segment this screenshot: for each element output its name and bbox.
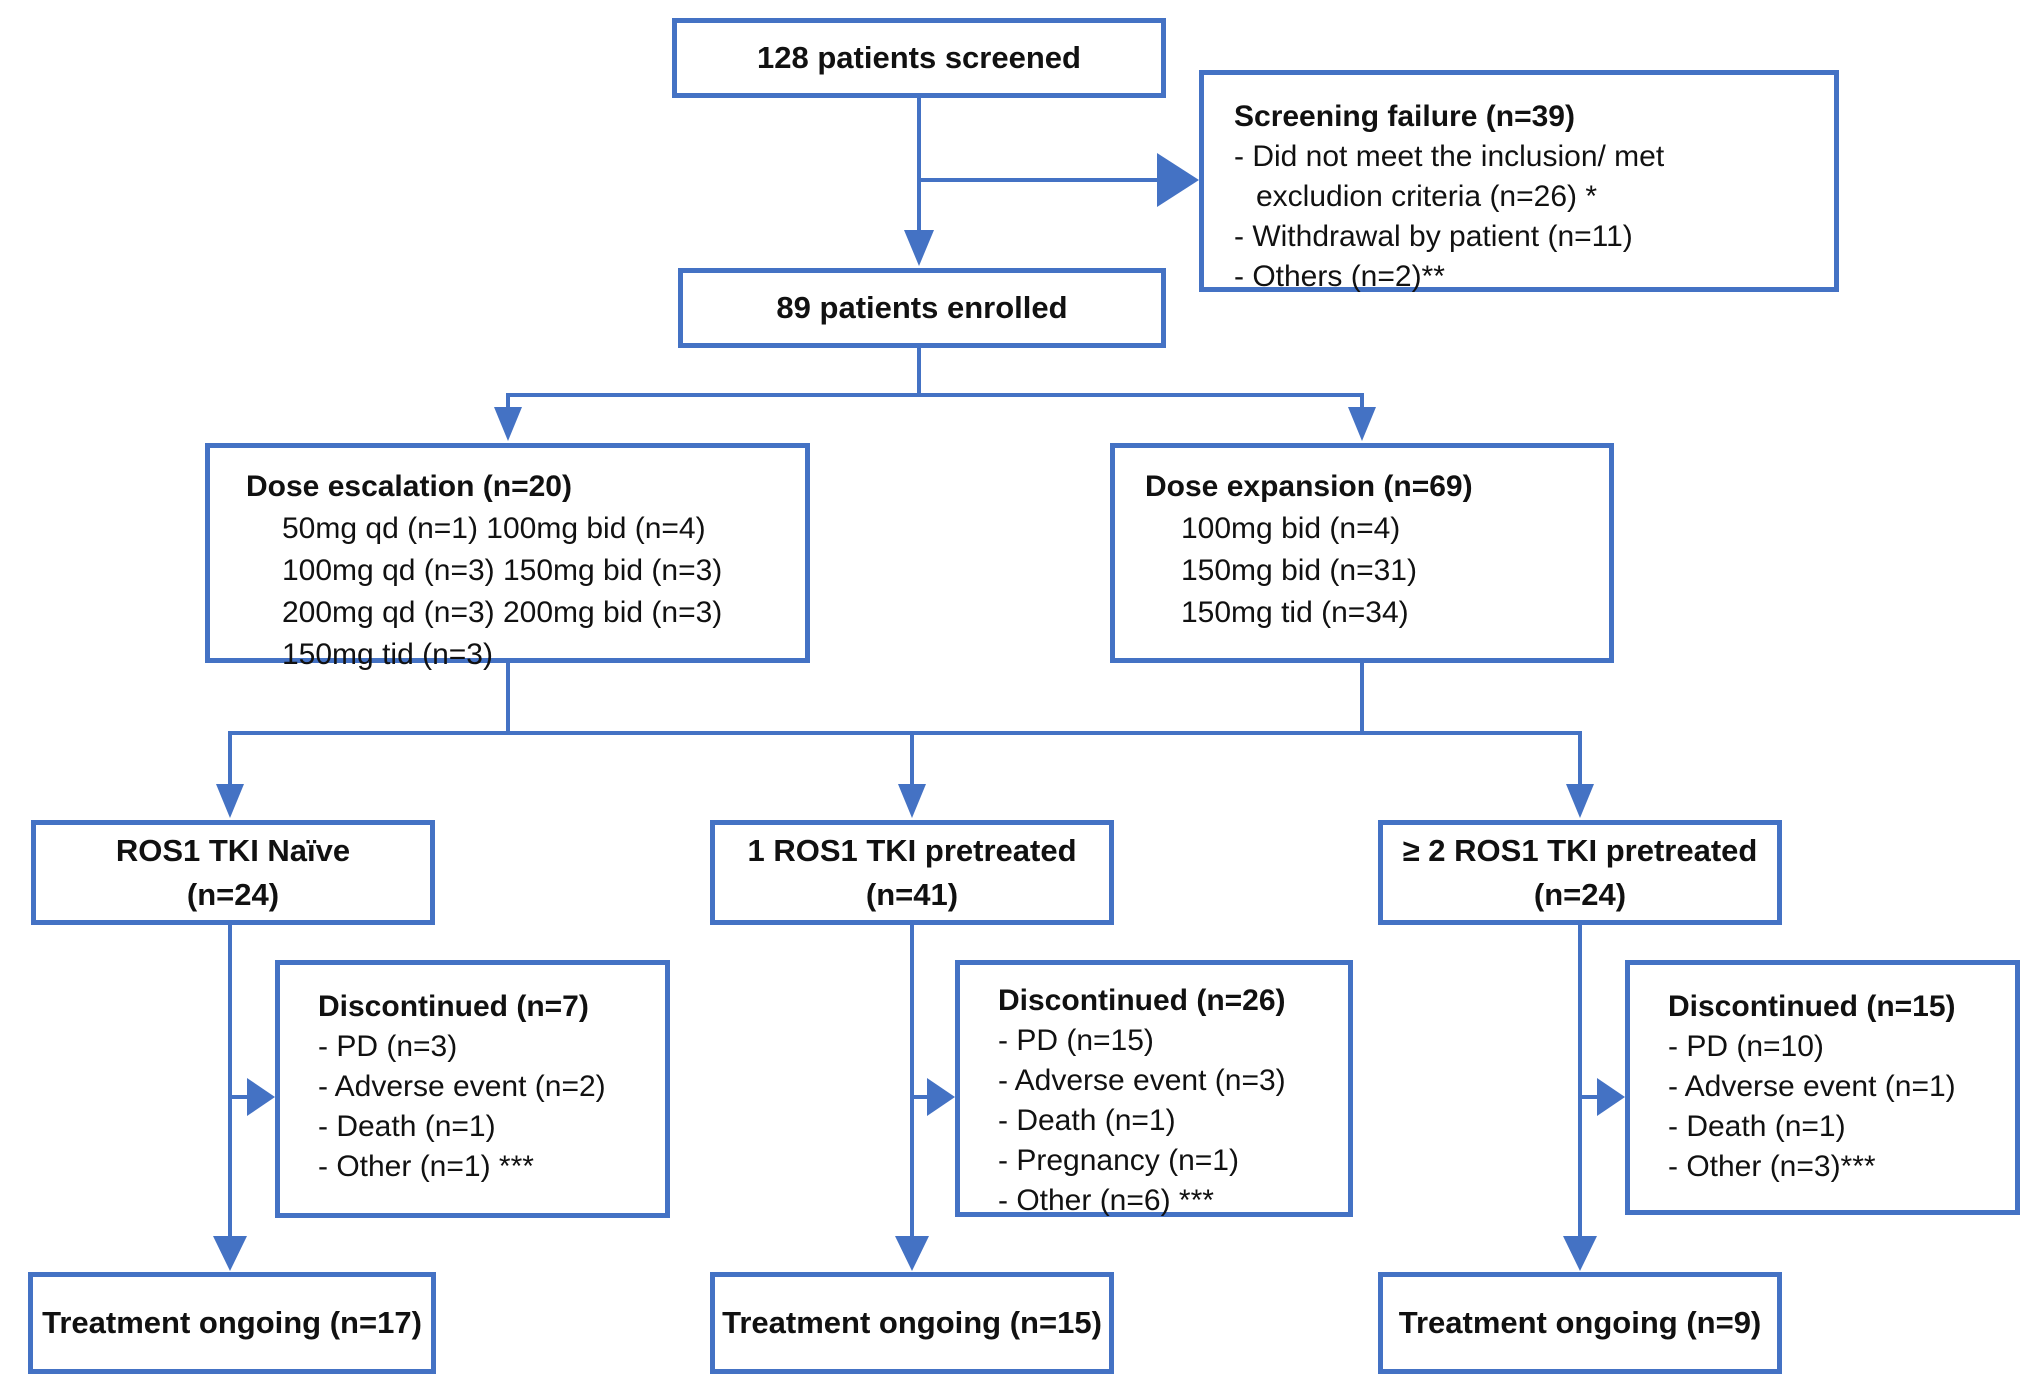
ongoing-naive-label: Treatment ongoing (n=17) (42, 1305, 422, 1340)
discontinued-1pretreated-item: - Other (n=6) *** (998, 1184, 1214, 1217)
discontinued-naive-item: - Adverse event (n=2) (318, 1070, 606, 1103)
screening-failure-title: Screening failure (n=39) (1234, 100, 1575, 133)
node-tki-2pretreated: ≥ 2 ROS1 TKI pretreated (n=24) (1378, 820, 1782, 925)
arrowhead-disc-1pretreated (927, 1078, 955, 1116)
discontinued-2pretreated-item: - Death (n=1) (1668, 1110, 1846, 1143)
arrowhead-enrolled (904, 230, 934, 266)
node-dose-expansion: Dose expansion (n=69) 100mg bid (n=4) 15… (1110, 443, 1614, 663)
discontinued-1pretreated-item: - Pregnancy (n=1) (998, 1144, 1239, 1177)
tki-1pretreated-line1: 1 ROS1 TKI pretreated (747, 832, 1077, 868)
arrowhead-escalation (494, 407, 522, 441)
node-screened: 128 patients screened (672, 18, 1166, 98)
node-enrolled: 89 patients enrolled (678, 268, 1166, 348)
dose-escalation-item: 200mg qd (n=3) 200mg bid (n=3) (282, 596, 723, 629)
discontinued-2pretreated-item: - PD (n=10) (1668, 1030, 1824, 1063)
arrowhead-ongoing-1pretreated (895, 1236, 929, 1271)
tki-naive-line1: ROS1 TKI Naïve (115, 832, 351, 868)
node-ongoing-2pretreated: Treatment ongoing (n=9) (1378, 1272, 1782, 1374)
arrowhead-expansion (1348, 407, 1376, 441)
node-screening-failure: Screening failure (n=39) - Did not meet … (1199, 70, 1839, 293)
tki-1pretreated-line2: (n=41) (865, 876, 959, 912)
node-dose-escalation: Dose escalation (n=20) 50mg qd (n=1) 100… (205, 443, 810, 671)
dose-expansion-item: 150mg bid (n=31) (1181, 554, 1417, 587)
discontinued-2pretreated-item: - Adverse event (n=1) (1668, 1070, 1956, 1103)
dose-expansion-item: 150mg tid (n=34) (1181, 596, 1409, 629)
discontinued-1pretreated-title: Discontinued (n=26) (998, 984, 1286, 1017)
discontinued-naive-item: - Other (n=1) *** (318, 1150, 534, 1183)
node-discontinued-naive: Discontinued (n=7) - PD (n=3) - Adverse … (275, 960, 670, 1218)
discontinued-2pretreated-item: - Other (n=3)*** (1668, 1150, 1876, 1183)
discontinued-1pretreated-item: - PD (n=15) (998, 1024, 1154, 1057)
dose-escalation-title: Dose escalation (n=20) (246, 470, 572, 503)
arrowhead-disc-naive (247, 1078, 275, 1116)
screening-failure-item: - Others (n=2)** (1234, 260, 1445, 293)
node-screened-label: 128 patients screened (757, 40, 1081, 75)
arrowhead-2pretreated (1566, 784, 1594, 818)
arrowhead-1pretreated (898, 784, 926, 818)
discontinued-1pretreated-item: - Death (n=1) (998, 1104, 1176, 1137)
arrowhead-ongoing-naive (213, 1236, 247, 1271)
dose-expansion-item: 100mg bid (n=4) (1181, 512, 1401, 545)
node-tki-naive: ROS1 TKI Naïve (n=24) (31, 820, 435, 925)
node-ongoing-1pretreated: Treatment ongoing (n=15) (710, 1272, 1114, 1374)
node-tki-1pretreated: 1 ROS1 TKI pretreated (n=41) (710, 820, 1114, 925)
screening-failure-item: - Did not meet the inclusion/ met (1234, 140, 1665, 173)
dose-escalation-item: 150mg tid (n=3) (282, 638, 493, 671)
node-enrolled-label: 89 patients enrolled (776, 290, 1068, 325)
node-discontinued-2pretreated: Discontinued (n=15) - PD (n=10) - Advers… (1625, 960, 2020, 1215)
tki-2pretreated-line1: ≥ 2 ROS1 TKI pretreated (1402, 832, 1758, 868)
discontinued-1pretreated-item: - Adverse event (n=3) (998, 1064, 1286, 1097)
ongoing-2pretreated-label: Treatment ongoing (n=9) (1398, 1305, 1762, 1340)
dose-escalation-item: 50mg qd (n=1) 100mg bid (n=4) (282, 512, 706, 545)
arrowhead-screening-failure (1157, 153, 1199, 207)
ongoing-1pretreated-label: Treatment ongoing (n=15) (722, 1305, 1102, 1340)
tki-2pretreated-line2: (n=24) (1533, 876, 1627, 912)
dose-expansion-title: Dose expansion (n=69) (1145, 470, 1473, 503)
discontinued-naive-item: - PD (n=3) (318, 1030, 458, 1063)
node-ongoing-naive: Treatment ongoing (n=17) (28, 1272, 436, 1374)
tki-naive-line2: (n=24) (186, 876, 280, 912)
discontinued-naive-title: Discontinued (n=7) (318, 990, 589, 1023)
arrowhead-ongoing-2pretreated (1563, 1236, 1597, 1271)
arrowhead-naive (216, 784, 244, 818)
node-discontinued-1pretreated: Discontinued (n=26) - PD (n=15) - Advers… (955, 960, 1353, 1217)
arrowhead-disc-2pretreated (1597, 1078, 1625, 1116)
screening-failure-item: excludion criteria (n=26) * (1256, 180, 1598, 213)
screening-failure-item: - Withdrawal by patient (n=11) (1234, 220, 1633, 253)
dose-escalation-item: 100mg qd (n=3) 150mg bid (n=3) (282, 554, 723, 587)
discontinued-2pretreated-title: Discontinued (n=15) (1668, 990, 1956, 1023)
discontinued-naive-item: - Death (n=1) (318, 1110, 496, 1143)
